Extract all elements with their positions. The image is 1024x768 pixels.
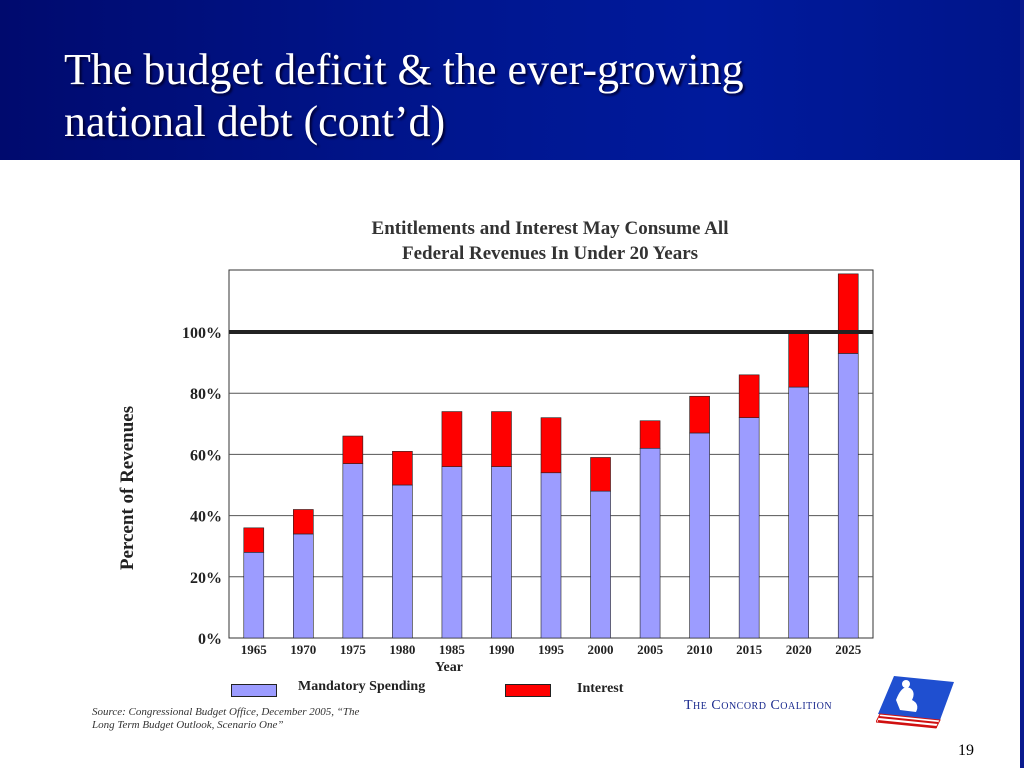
chart-title-line-1: Entitlements and Interest May Consume Al… <box>371 218 729 239</box>
bar-mandatory-spending <box>392 484 413 639</box>
x-tick-label: 1970 <box>290 642 316 657</box>
source-note: Source: Congressional Budget Office, Dec… <box>92 706 432 732</box>
x-tick-label: 2010 <box>687 642 713 657</box>
bar-interest <box>293 509 314 535</box>
legend-label-mandatory: Mandatory Spending <box>298 679 426 694</box>
x-tick-label: 2020 <box>786 642 812 657</box>
bar-interest <box>639 420 661 449</box>
y-tick-label: 80% <box>190 386 222 403</box>
bar-interest <box>491 411 512 467</box>
x-tick-label: 1980 <box>389 642 415 657</box>
slide-title-line-1: The budget deficit & the ever-growing <box>64 45 744 94</box>
bar-mandatory-spending <box>540 472 562 639</box>
right-edge-stripe <box>1020 0 1024 768</box>
y-tick-label: 60% <box>190 447 222 464</box>
bar-interest <box>788 331 809 388</box>
slide-title: The budget deficit & the ever-growing na… <box>64 44 964 148</box>
bar-interest <box>837 273 859 354</box>
x-tick-label: 1985 <box>439 642 466 657</box>
slide-title-line-2: national debt (cont’d) <box>64 97 446 146</box>
bar-interest <box>590 457 611 492</box>
legend-swatch-interest <box>505 684 551 697</box>
page-number: 19 <box>958 742 974 759</box>
source-line-1: Source: Congressional Budget Office, Dec… <box>92 706 360 718</box>
bar-interest <box>392 451 413 486</box>
bar-interest <box>689 395 710 434</box>
organization-name: The Concord Coalition <box>684 698 833 713</box>
y-tick-label: 40% <box>190 509 222 526</box>
bar-interest <box>738 374 760 418</box>
bar-mandatory-spending <box>837 353 859 639</box>
bar-mandatory-spending <box>293 533 314 639</box>
bar-mandatory-spending <box>342 463 364 639</box>
x-axis-label: Year <box>435 660 463 675</box>
x-tick-label: 1990 <box>488 642 514 657</box>
chart-title-line-2: Federal Revenues In Under 20 Years <box>401 243 699 264</box>
legend-label-interest: Interest <box>577 681 624 696</box>
title-banner <box>0 0 1024 160</box>
bar-interest <box>342 435 364 464</box>
bar-mandatory-spending <box>441 466 463 639</box>
bar-mandatory-spending <box>491 466 512 639</box>
x-tick-label: 1965 <box>241 642 268 657</box>
source-line-2: Long Term Budget Outlook, Scenario One” <box>92 719 284 731</box>
y-tick-label: 100% <box>182 325 222 342</box>
legend-swatch-mandatory <box>231 684 277 697</box>
chart: 0% 20% 40% 60% 80% 100% 1965 1970 1975 1980 1985 19… <box>182 269 874 675</box>
x-tick-label: 1975 <box>340 642 367 657</box>
bar-mandatory-spending <box>689 432 710 639</box>
bar-mandatory-spending <box>243 552 265 639</box>
x-tick-label: 1995 <box>538 642 565 657</box>
concord-coalition-logo-icon <box>876 676 954 729</box>
x-tick-label: 2025 <box>835 642 862 657</box>
bar-mandatory-spending <box>738 417 760 639</box>
bar-interest <box>243 527 265 553</box>
y-tick-label: 0% <box>198 631 222 648</box>
bar-interest <box>441 411 463 467</box>
bar-mandatory-spending <box>639 447 661 639</box>
x-tick-label: 2015 <box>736 642 763 657</box>
chart-title: Entitlements and Interest May Consume Al… <box>230 216 870 266</box>
x-tick-label: 2005 <box>637 642 664 657</box>
y-tick-label: 20% <box>190 570 222 587</box>
bar-mandatory-spending <box>590 490 611 639</box>
bar-mandatory-spending <box>788 386 809 639</box>
x-tick-label: 2000 <box>588 642 614 657</box>
bar-interest <box>540 417 562 474</box>
